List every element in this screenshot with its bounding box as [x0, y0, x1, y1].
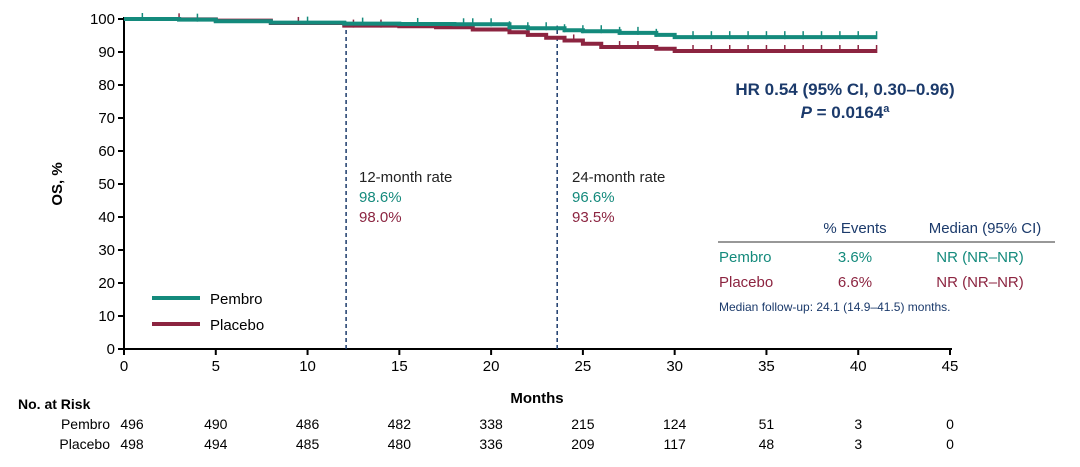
y-tick-label: 80	[98, 77, 115, 94]
risk-value: 336	[479, 436, 503, 452]
y-tick-label: 20	[98, 275, 115, 292]
rate24-placebo: 93.5%	[572, 209, 615, 226]
risk-value: 485	[296, 436, 320, 452]
x-tick-label: 30	[666, 358, 683, 375]
rate12-title: 12-month rate	[359, 169, 452, 186]
risk-value: 482	[388, 416, 412, 432]
risk-value: 494	[204, 436, 228, 452]
y-tick-label: 60	[98, 143, 115, 160]
risk-value: 48	[759, 436, 775, 452]
table-header-median: Median (95% CI)	[929, 220, 1042, 237]
x-tick-label: 10	[299, 358, 316, 375]
risk-value: 0	[946, 436, 954, 452]
table-row-pembro-events: 3.6%	[838, 249, 872, 266]
x-tick-label: 45	[942, 358, 959, 375]
median-followup: Median follow-up: 24.1 (14.9–41.5) month…	[719, 300, 950, 314]
risk-row-label: Placebo	[59, 436, 110, 452]
risk-value: 490	[204, 416, 228, 432]
table-row-placebo-median: NR (NR–NR)	[936, 274, 1024, 291]
table-row-pembro-median: NR (NR–NR)	[936, 249, 1024, 266]
y-tick-label: 70	[98, 110, 115, 127]
risk-value: 338	[479, 416, 503, 432]
rate12-pembro: 98.6%	[359, 189, 402, 206]
table-row-placebo-label: Placebo	[719, 274, 773, 291]
p-label: P	[801, 103, 813, 122]
risk-value: 486	[296, 416, 320, 432]
risk-value: 480	[388, 436, 412, 452]
risk-table: Pembro 496 490 486 482 338 215 124 51 3 0 Placebo 49…	[59, 416, 954, 452]
x-tick-label: 5	[212, 358, 220, 375]
risk-value: 124	[663, 416, 687, 432]
plot-area: 0 5 10 15 20 25 30 35 40 45 0 10 20 30 40 50 60 70 80 90 100	[90, 11, 958, 375]
x-tick-label: 35	[758, 358, 775, 375]
p-value: P = 0.0164a	[801, 103, 891, 122]
risk-value: 117	[664, 436, 687, 452]
y-axis-label: OS, %	[49, 162, 66, 205]
y-tick-label: 40	[98, 209, 115, 226]
risk-value: 496	[120, 416, 144, 432]
y-tick-label: 50	[98, 176, 115, 193]
p-superscript: a	[883, 103, 890, 115]
risk-value: 215	[571, 416, 595, 432]
y-tick-label: 30	[98, 242, 115, 259]
risk-table-title: No. at Risk	[18, 396, 91, 412]
table-row-placebo-events: 6.6%	[838, 274, 872, 291]
y-tick-label: 0	[107, 341, 115, 358]
risk-value: 3	[854, 436, 862, 452]
risk-value: 209	[571, 436, 595, 452]
legend-label-placebo: Placebo	[210, 317, 264, 334]
rate24-pembro: 96.6%	[572, 189, 615, 206]
table-row-pembro-label: Pembro	[719, 249, 772, 266]
x-tick-label: 20	[483, 358, 500, 375]
y-tick-label: 100	[90, 11, 115, 28]
risk-value: 498	[120, 436, 144, 452]
risk-value: 51	[759, 416, 775, 432]
x-tick-label: 25	[575, 358, 592, 375]
x-tick-label: 0	[120, 358, 128, 375]
y-tick-label: 90	[98, 44, 115, 61]
risk-row-label: Pembro	[61, 416, 110, 432]
x-axis-label: Months	[510, 390, 563, 407]
table-header-events: % Events	[823, 220, 886, 237]
x-tick-label: 15	[391, 358, 408, 375]
risk-value: 0	[946, 416, 954, 432]
legend-label-pembro: Pembro	[210, 291, 263, 308]
y-tick-label: 10	[98, 308, 115, 325]
rate12-placebo: 98.0%	[359, 209, 402, 226]
rate24-title: 24-month rate	[572, 169, 665, 186]
p-number: = 0.0164	[812, 103, 884, 122]
risk-value: 3	[854, 416, 862, 432]
hazard-ratio: HR 0.54 (95% CI, 0.30–0.96)	[735, 80, 954, 99]
x-tick-label: 40	[850, 358, 867, 375]
